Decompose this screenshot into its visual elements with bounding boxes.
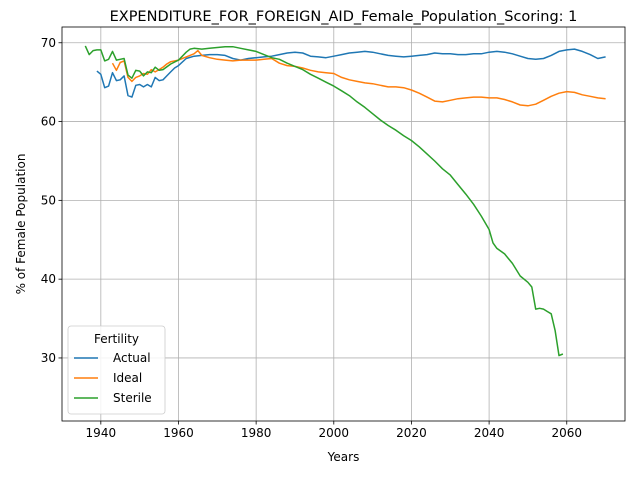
x-tick-label: 2020 (396, 426, 427, 440)
x-tick-label: 2040 (474, 426, 505, 440)
legend: Fertility Actual Ideal Sterile (68, 326, 165, 414)
legend-title: Fertility (94, 332, 139, 346)
x-tick-label: 1960 (163, 426, 194, 440)
x-tick-label: 1940 (86, 426, 117, 440)
legend-label-sterile: Sterile (113, 391, 152, 405)
x-tick-label: 2000 (319, 426, 350, 440)
legend-label-ideal: Ideal (113, 371, 142, 385)
x-axis-label: Years (327, 450, 360, 464)
legend-label-actual: Actual (113, 351, 151, 365)
y-tick-label: 60 (41, 115, 56, 129)
y-tick-label: 70 (41, 36, 56, 50)
x-tick-label: 1980 (241, 426, 272, 440)
y-tick-label: 50 (41, 193, 56, 207)
y-axis-label: % of Female Population (14, 154, 28, 295)
y-tick-label: 30 (41, 351, 56, 365)
x-tick-label: 2060 (551, 426, 582, 440)
y-tick-label: 40 (41, 272, 56, 286)
chart-title: EXPENDITURE_FOR_FOREIGN_AID_Female_Popul… (110, 9, 578, 25)
